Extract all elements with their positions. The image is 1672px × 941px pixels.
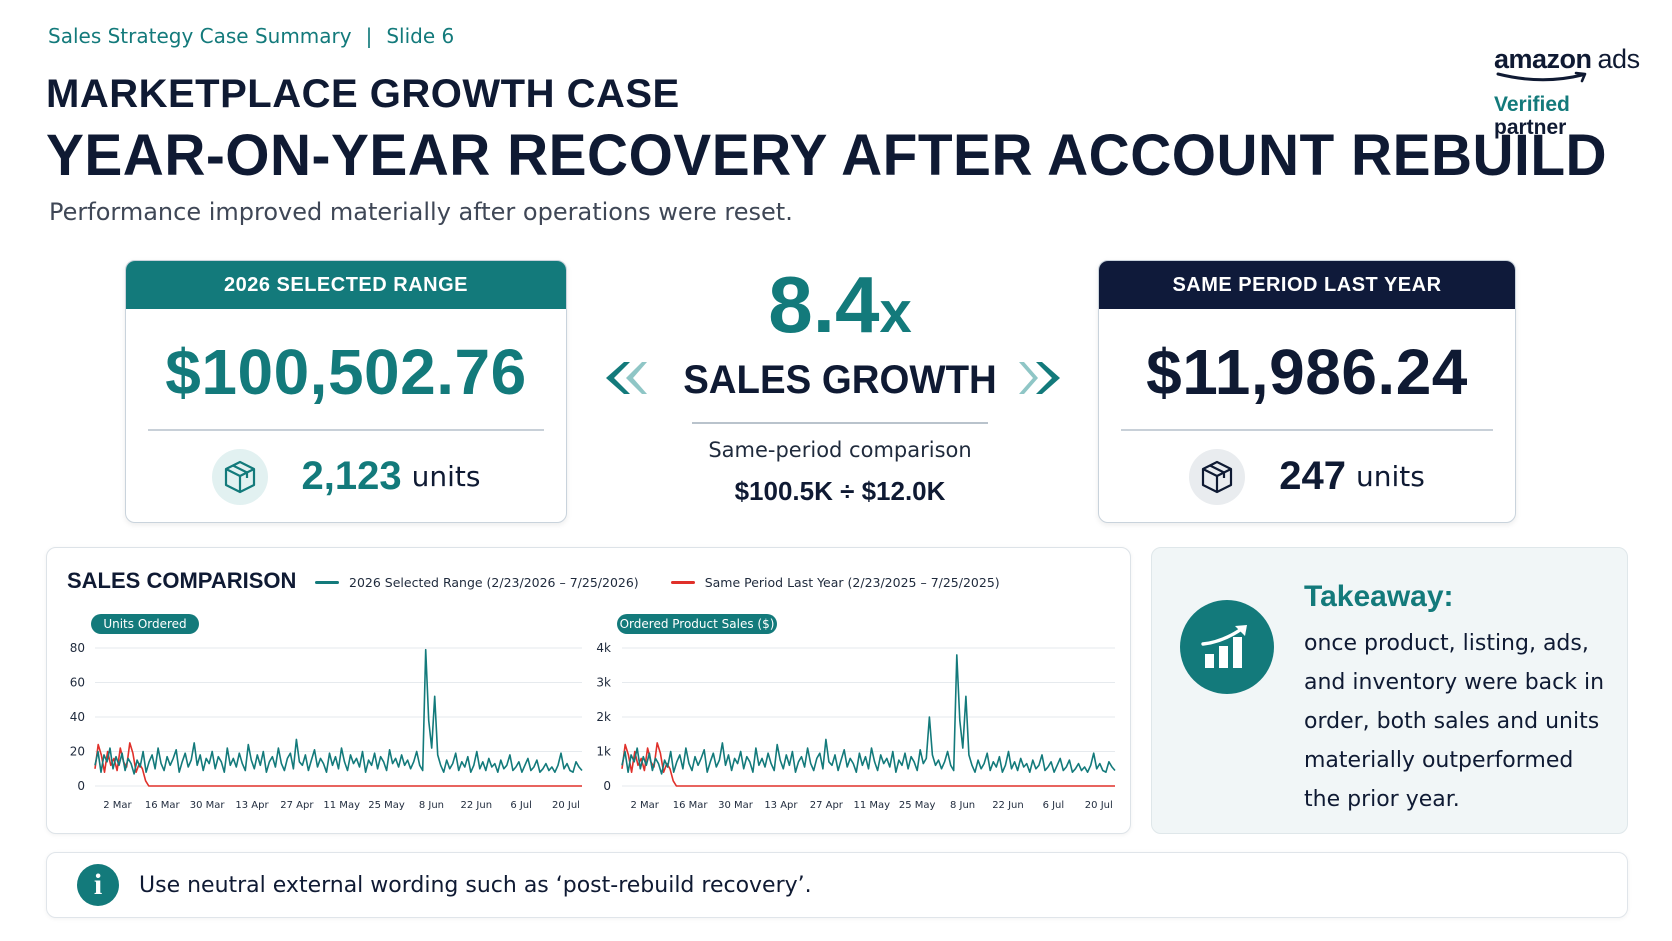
x-tick-label: 22 Jun xyxy=(461,800,493,811)
legend-item-current: 2026 Selected Range (2/23/2026 – 7/25/20… xyxy=(315,575,639,590)
growth-multiple: 8.4x xyxy=(768,260,912,349)
current-units-value: 2,123 xyxy=(301,454,402,498)
legend-label: 2026 Selected Range (2/23/2026 – 7/25/20… xyxy=(349,575,639,590)
x-tick-label: 6 Jul xyxy=(510,800,532,811)
x-tick-label: 27 Apr xyxy=(280,800,314,811)
units-label: units xyxy=(1355,460,1425,493)
x-tick-label: 20 Jul xyxy=(1085,800,1113,811)
x-tick-label: 20 Jul xyxy=(552,800,580,811)
growth-chart-icon xyxy=(1180,600,1274,694)
y-tick-label: 4k xyxy=(596,641,611,655)
legend-item-prior: Same Period Last Year (2/23/2025 – 7/25/… xyxy=(670,575,1000,590)
units-label: units xyxy=(411,460,481,493)
deck-breadcrumb: Sales Strategy Case Summary | Slide 6 xyxy=(48,24,454,48)
box-icon xyxy=(211,448,268,505)
growth-calculation: $100.5K ÷ $12.0K xyxy=(734,475,946,506)
prior-period-card: SAME PERIOD LAST YEAR $11,986.24 247 uni… xyxy=(1098,260,1516,523)
current-period-label: 2026 SELECTED RANGE xyxy=(126,261,566,309)
chart-title: Ordered Product Sales ($) xyxy=(620,617,775,631)
x-tick-label: 2 Mar xyxy=(103,800,132,811)
partner-label: partner xyxy=(1494,116,1567,139)
chart-title-pill xyxy=(617,614,777,634)
y-tick-label: 40 xyxy=(70,710,85,724)
takeaway-body: once product, listing, ads, and inventor… xyxy=(1304,631,1605,812)
x-tick-label: 8 Jun xyxy=(950,800,975,811)
x-tick-label: 6 Jul xyxy=(1043,800,1065,811)
page-title: YEAR-ON-YEAR RECOVERY AFTER ACCOUNT REBU… xyxy=(46,123,1608,188)
x-tick-label: 13 Apr xyxy=(235,800,269,811)
growth-label: SALES GROWTH xyxy=(683,358,997,402)
chart-title-pill xyxy=(91,614,199,634)
y-tick-label: 0 xyxy=(603,779,611,793)
y-tick-label: 20 xyxy=(70,745,85,759)
legend-swatch xyxy=(670,581,695,584)
y-tick-label: 80 xyxy=(70,641,85,655)
series-line-prior xyxy=(621,742,1115,787)
growth-note: Same-period comparison xyxy=(708,437,972,462)
x-tick-label: 2 Mar xyxy=(630,800,659,811)
prior-units-row: 247 units xyxy=(1099,448,1515,505)
divider xyxy=(692,422,988,424)
x-tick-label: 22 Jun xyxy=(992,800,1024,811)
prior-units-value: 247 xyxy=(1279,454,1346,498)
slide-number: Slide 6 xyxy=(386,24,455,48)
chevron-right-icon xyxy=(1019,362,1060,394)
page-subtitle: Performance improved materially after op… xyxy=(49,198,793,226)
y-tick-label: 1k xyxy=(596,745,611,759)
series-line-current xyxy=(94,648,583,775)
legend-swatch xyxy=(315,581,339,584)
partner-badge: amazon ads Verified partner xyxy=(1494,44,1644,139)
legend-label: Same Period Last Year (2/23/2025 – 7/25/… xyxy=(704,575,1000,590)
guidance-text: Use neutral external wording such as ‘po… xyxy=(139,872,812,898)
sales-comparison-panel: SALES COMPARISON 2026 Selected Range (2/… xyxy=(46,547,1131,834)
y-tick-label: 3k xyxy=(596,676,611,690)
amazon-ads-logo: amazon ads xyxy=(1494,44,1640,74)
y-tick-label: 60 xyxy=(70,676,85,690)
y-tick-label: 0 xyxy=(77,779,85,793)
verified-label: Verified xyxy=(1494,93,1570,116)
divider xyxy=(1121,429,1493,431)
x-tick-label: 25 May xyxy=(899,800,936,811)
series-line-prior xyxy=(94,742,582,787)
breadcrumb-separator: | xyxy=(365,24,373,48)
prior-period-label: SAME PERIOD LAST YEAR xyxy=(1099,261,1515,309)
chart-section-title: SALES COMPARISON xyxy=(67,568,297,593)
deck-title: Sales Strategy Case Summary xyxy=(48,24,352,48)
amazon-smile-icon xyxy=(1496,71,1587,83)
chart-title: Units Ordered xyxy=(103,617,186,631)
line-charts: Units Ordered 0 20 40 60 80 2 Mar 16 Mar 30 Mar 1… xyxy=(70,614,1116,811)
x-tick-label: 25 May xyxy=(368,800,405,811)
takeaway-title: Takeaway: xyxy=(1304,580,1454,613)
x-tick-label: 27 Apr xyxy=(810,800,844,811)
x-tick-label: 8 Jun xyxy=(419,800,444,811)
info-icon: i xyxy=(77,864,119,906)
x-tick-label: 16 Mar xyxy=(673,800,709,811)
box-icon xyxy=(1189,448,1246,505)
y-tick-label: 2k xyxy=(596,710,611,724)
prior-sales-value: $11,986.24 xyxy=(1146,336,1468,408)
current-sales-value: $100,502.76 xyxy=(165,336,527,408)
x-tick-label: 13 Apr xyxy=(764,800,798,811)
x-tick-label: 30 Mar xyxy=(718,800,754,811)
chevron-left-icon xyxy=(606,362,647,394)
x-tick-label: 11 May xyxy=(853,800,890,811)
eyebrow-title: MARKETPLACE GROWTH CASE xyxy=(46,72,680,116)
x-tick-label: 30 Mar xyxy=(190,800,226,811)
series-line-current xyxy=(621,654,1116,775)
x-tick-label: 11 May xyxy=(323,800,360,811)
divider xyxy=(148,429,544,431)
takeaway-panel: Takeaway: once product, listing, ads, an… xyxy=(1151,547,1628,834)
chart-legend: 2026 Selected Range (2/23/2026 – 7/25/20… xyxy=(315,575,1032,590)
guidance-note: i Use neutral external wording such as ‘… xyxy=(46,852,1628,918)
current-period-card: 2026 SELECTED RANGE $100,502.76 2,123 un… xyxy=(125,260,567,523)
current-units-row: 2,123 units xyxy=(126,448,566,505)
x-tick-label: 16 Mar xyxy=(145,800,181,811)
growth-summary: 8.4x SALES GROWTH Same-period comparison… xyxy=(600,262,1080,507)
